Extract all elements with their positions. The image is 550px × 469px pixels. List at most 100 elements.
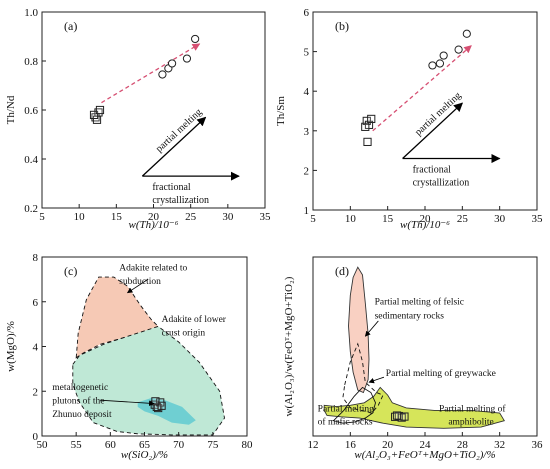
y-axis-label: Th/Nd (5, 95, 17, 124)
x-tick-label: 50 (37, 439, 49, 451)
field-1 (348, 266, 370, 394)
data-point-circle (191, 34, 200, 44)
y-tick-label: 0.2 (24, 203, 38, 215)
x-tick-label: 20 (420, 213, 432, 225)
data-point-circle (439, 51, 448, 60)
y-axis-label: w(MgO)/% (5, 321, 17, 372)
y-tick-label: 4 (33, 342, 39, 354)
field-annotation: of mafic rocks (318, 416, 373, 427)
data-point-circle (454, 45, 463, 54)
panel-label: (b) (335, 19, 349, 33)
x-tick-label: 20 (148, 211, 160, 223)
data-point-circle (182, 54, 192, 63)
y-tick-label: 2 (33, 386, 39, 398)
x-tick-label: 35 (260, 211, 272, 223)
data-point-circle (167, 59, 177, 68)
data-point-circle (158, 70, 167, 79)
x-tick-label: 20 (382, 439, 394, 451)
field-2 (323, 386, 505, 429)
subduction-leader (126, 279, 149, 294)
data-point-square (392, 411, 402, 420)
panel-c: 50 55 60 65 70 75 80 0 2 4 6 8 w(SiO₂)/% w(MgO)/% (c) A… (5, 252, 253, 461)
data-point-circle (435, 59, 445, 68)
data-point-square (89, 110, 99, 120)
field-annotation: crust origin (162, 328, 206, 338)
field-4 (332, 386, 376, 424)
data-point-square (394, 411, 403, 421)
x-tick-label: 5 (310, 213, 316, 225)
plot-frame (41, 11, 266, 209)
field-1 (75, 276, 159, 359)
data-point-circle (428, 61, 437, 70)
x-tick-label: 10 (345, 213, 357, 225)
arrow-label-fractional-crystallization: fractional crystallization (413, 165, 470, 189)
trend-arrow (101, 43, 201, 104)
field-annotation: Partial melting of (439, 404, 506, 415)
y-tick-label: 1 (304, 205, 310, 217)
data-point-circle (462, 29, 471, 38)
y-axis-label: w(Al₂O₃)/w(FeOᵀ+MgO+TiO₂) (283, 276, 295, 416)
x-tick-label: 60 (105, 439, 117, 451)
x-tick-label: 10 (74, 211, 86, 223)
arrow-label-fractional-crystallization: fractional crystallization (152, 182, 209, 206)
x-axis-label: w(Th)/10⁻⁶ (129, 219, 179, 231)
y-tick-label: 1.0 (24, 7, 38, 19)
x-tick-label: 15 (382, 213, 394, 225)
data-point-square (400, 412, 409, 421)
zhunuo-leader (100, 399, 155, 407)
panel-a: 5 10 15 20 25 30 35 0.2 0.4 0.6 0.8 1.0 w(Th)/10⁻⁶ Th… (5, 7, 271, 231)
x-tick-label: 80 (242, 439, 254, 451)
field-annotation: Partial melting (318, 405, 374, 415)
field-3 (342, 342, 384, 414)
x-tick-label: 32 (494, 439, 505, 451)
panel-label: (a) (64, 19, 77, 33)
x-tick-label: 70 (173, 439, 185, 451)
arrow-label-partial-melting: partial melting (154, 107, 204, 155)
y-tick-label: 8 (33, 252, 39, 264)
panel-label: (d) (335, 264, 349, 278)
data-point-square (157, 401, 166, 410)
panel-label: (c) (64, 264, 77, 278)
field-annotation: Partial melting of felsic (375, 296, 464, 307)
y-tick-label: 2 (304, 165, 310, 177)
felsic-leader (364, 320, 379, 337)
y-axis-label: Th/Sm (275, 96, 287, 126)
field-annotation: sedimentary rocks (375, 311, 445, 321)
field-annotation: Partial melting of greywacke (386, 368, 496, 379)
field-annotation: amphibolite (448, 417, 493, 427)
process-arrow (141, 116, 207, 177)
x-axis-label: w(Al₂O₃+FeOᵀ+MgO+TiO₂)/% (354, 449, 495, 461)
x-tick-label: 36 (532, 439, 544, 451)
y-tick-label: 5 (304, 47, 310, 59)
data-point-square (397, 413, 406, 422)
greywacke-leader (368, 376, 385, 384)
y-tick-label: 0.8 (24, 56, 38, 68)
field-annotation: Zhunuo deposit (52, 410, 112, 420)
x-tick-label: 25 (185, 211, 197, 223)
panel-b: 5 10 15 20 25 30 35 1 2 3 4 5 6 w(Th)/10⁻⁶ Th/Sm (b) par… (275, 7, 543, 231)
x-tick-label: 65 (139, 439, 151, 451)
x-tick-label: 5 (39, 211, 45, 223)
data-point-square (95, 105, 105, 115)
x-axis-label: w(Th)/10⁻⁶ (400, 219, 450, 231)
data-point-square (361, 122, 370, 131)
process-arrow (402, 102, 464, 159)
field-annotation: Adakite of lower (162, 314, 227, 325)
y-tick-label: 4 (304, 86, 310, 98)
x-tick-label: 30 (494, 213, 506, 225)
arrow-label-partial-melting: partial melting (413, 90, 463, 138)
field-2 (72, 325, 225, 436)
y-tick-label: 3 (304, 126, 310, 138)
trend-arrow (372, 45, 472, 132)
x-tick-label: 35 (532, 213, 544, 225)
data-point-square (94, 108, 103, 117)
x-tick-label: 12 (308, 439, 319, 451)
data-point-square (152, 402, 161, 412)
y-tick-label: 0.6 (24, 105, 38, 117)
y-tick-label: 6 (304, 7, 310, 19)
field-annotation: subduction (119, 277, 161, 287)
field-annotation: metallogenetic (52, 383, 108, 393)
x-tick-label: 15 (111, 211, 123, 223)
y-tick-label: 0 (33, 431, 39, 443)
